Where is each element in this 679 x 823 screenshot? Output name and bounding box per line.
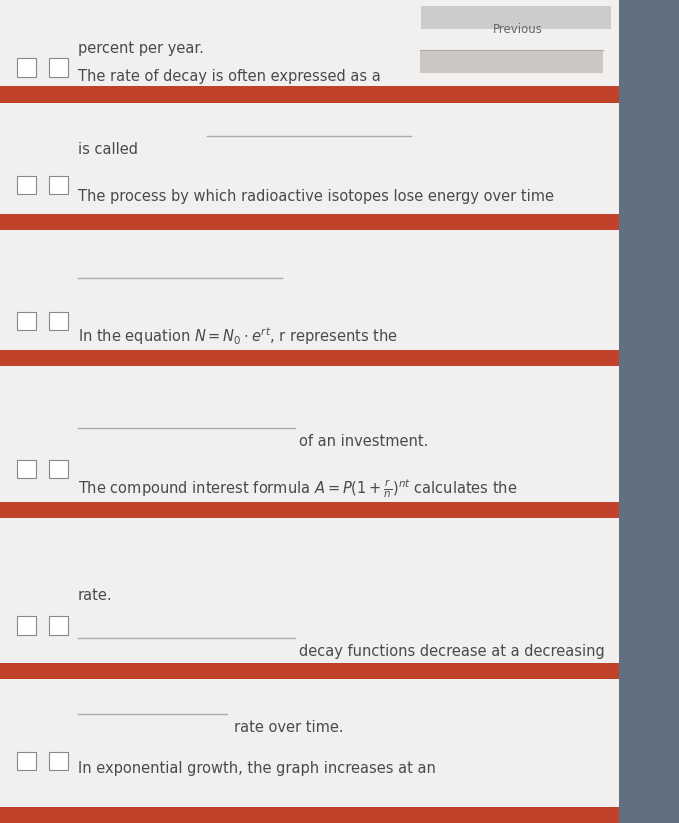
Text: In exponential growth, the graph increases at an: In exponential growth, the graph increas… bbox=[78, 761, 436, 776]
Bar bbox=[49, 58, 68, 77]
Bar bbox=[17, 176, 36, 194]
Text: rate over time.: rate over time. bbox=[234, 720, 344, 735]
Bar bbox=[421, 6, 611, 29]
Bar bbox=[0, 502, 619, 518]
Bar bbox=[619, 0, 679, 823]
Text: is called: is called bbox=[78, 142, 138, 157]
Text: of an investment.: of an investment. bbox=[299, 434, 428, 449]
Bar bbox=[17, 460, 36, 478]
Text: Previous: Previous bbox=[492, 23, 543, 36]
Text: percent per year.: percent per year. bbox=[78, 41, 204, 56]
Bar bbox=[17, 616, 36, 635]
Bar bbox=[49, 312, 68, 330]
Bar bbox=[49, 460, 68, 478]
Bar bbox=[0, 807, 619, 823]
Bar bbox=[17, 312, 36, 330]
Text: In the equation $N = N_0 \cdot e^{rt}$, r represents the: In the equation $N = N_0 \cdot e^{rt}$, … bbox=[78, 325, 398, 346]
Bar bbox=[420, 49, 603, 72]
Bar bbox=[0, 350, 619, 366]
Text: decay functions decrease at a decreasing: decay functions decrease at a decreasing bbox=[299, 644, 604, 658]
Bar bbox=[0, 214, 619, 230]
Bar bbox=[0, 86, 619, 103]
Text: The rate of decay is often expressed as a: The rate of decay is often expressed as … bbox=[78, 69, 381, 84]
Bar bbox=[17, 58, 36, 77]
Bar bbox=[49, 176, 68, 194]
Bar bbox=[17, 752, 36, 770]
Text: The compound interest formula $A = P(1 + \frac{r}{n})^{nt}$ calculates the: The compound interest formula $A = P(1 +… bbox=[78, 477, 517, 500]
Text: The process by which radioactive isotopes lose energy over time: The process by which radioactive isotope… bbox=[78, 189, 554, 204]
Bar bbox=[0, 663, 619, 679]
Bar bbox=[49, 752, 68, 770]
Text: rate.: rate. bbox=[78, 588, 113, 603]
Bar bbox=[49, 616, 68, 635]
